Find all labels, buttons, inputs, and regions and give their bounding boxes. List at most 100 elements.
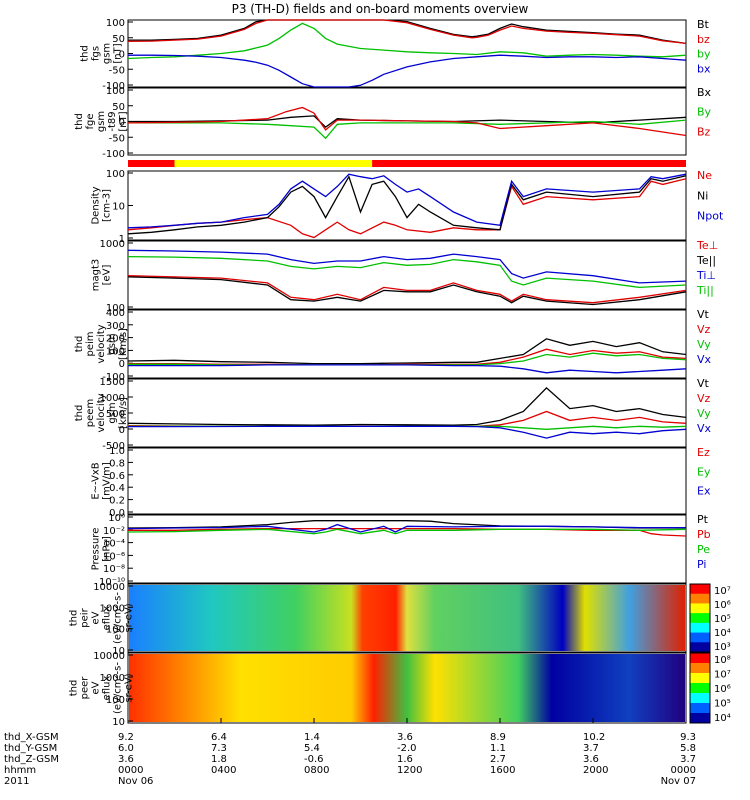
y-tick-label: 100 (106, 346, 125, 357)
x-column-value: 3.6 (583, 754, 599, 765)
y-tick-label: 100 (106, 169, 125, 180)
legend-entry: Vy (697, 338, 711, 351)
colorbar-swatch-6 (690, 642, 710, 653)
panel-frame (127, 447, 687, 515)
y-axis-label: thdpeireVeflux(eV/cm²-s-sr-eV) (69, 592, 135, 644)
y-axis-label-line: peer (80, 676, 91, 700)
x-column-value: 6.4 (211, 732, 227, 743)
panel-9: 10⁷ 10⁶ 10⁵ 10⁴ 10³ 10000 1000 100 10 thdpeireVef… (69, 582, 731, 657)
colorbar-swatch-2 (690, 603, 710, 614)
legend-entry: Bt (697, 18, 710, 31)
y-axis-label-line: [km/s] (118, 397, 129, 429)
series-line-ti (127, 255, 687, 289)
legend-entry: bz (697, 33, 710, 46)
y-tick-label: 0 (119, 359, 125, 370)
y-tick-label: 10⁰ (108, 513, 125, 524)
chart-title: P3 (TH-D) fields and on-board moments ov… (232, 2, 529, 16)
y-axis-label: thdpeimvelocitygsm[km/s] (74, 324, 129, 363)
series-line-ni (127, 175, 687, 235)
panel-3: 100 10 1 Density[cm-3] Ne Ni Npot (91, 169, 724, 245)
panels-group: 100500-50-100thdfgsgsm[nT]Btbzbybx100500… (69, 18, 731, 728)
panel-6: 1500 1000 500 0 -500 thdpeemvelocitygsm[km/s]… (74, 377, 712, 452)
y-axis-label: thdpeemvelocitygsm[km/s] (74, 393, 129, 432)
y-axis-label-line: sr-eV) (124, 603, 135, 632)
y-tick-label: 100 (106, 18, 125, 29)
y-axis-label-line: gsm (96, 111, 107, 132)
x-column-value: 3.6 (397, 732, 413, 743)
y-axis-label: thdfgsgsm[nT] (80, 43, 124, 64)
y-axis-label-line: thd (69, 610, 80, 627)
y-axis-label-line: gsm (107, 333, 118, 354)
legend-entry: Vx (697, 422, 712, 435)
series-line-by (128, 119, 687, 140)
x-column-value: 2.7 (490, 754, 506, 765)
y-axis-label: thdfgegsm-t89[nT] (74, 111, 129, 132)
colorbar-frame (689, 583, 711, 653)
heatmap-field (129, 585, 685, 651)
y-axis-label-line: eflux (102, 606, 113, 631)
colorbar-swatch-3 (690, 613, 710, 624)
x-column-value: 9.2 (118, 732, 134, 743)
x-column-value: 1.4 (304, 732, 320, 743)
x-column-value: 2000 (583, 765, 608, 776)
series-line-bt (128, 19, 687, 45)
legend-entry: Bz (697, 125, 711, 138)
y-tick-label: 0 (119, 50, 125, 61)
y-axis-label-line: velocity (96, 393, 107, 432)
x-row-label: thd_Y-GSM (4, 743, 57, 754)
colorbar: 10⁷ 10⁶ 10⁵ 10⁴ 10³ (689, 583, 731, 653)
y-tick-label: 0.4 (109, 483, 125, 494)
y-axis-label-line: gsm (107, 402, 118, 423)
y-tick-label: -100 (102, 372, 125, 383)
legend-entry: bx (697, 62, 711, 75)
legend-entry: Ex (697, 485, 711, 498)
legend-entry: Pt (697, 513, 709, 526)
colorbar-swatch-1 (690, 593, 710, 604)
colorbar-swatch-2 (690, 673, 710, 684)
x-column-value: 0000 (118, 765, 143, 776)
y-axis-label-line: [cm-3] (102, 189, 113, 222)
y-tick-label: 10000 (93, 582, 125, 593)
panel-frame (127, 378, 687, 448)
series-line-npot (127, 173, 687, 229)
legend-entry: Ez (697, 446, 710, 459)
colorbar-tick-label: 10⁵ (714, 614, 731, 625)
y-axis-label-line: fge (85, 113, 96, 129)
colorbar-tick-label: 10⁶ (714, 600, 731, 611)
x-column-value: 1.8 (211, 754, 227, 765)
panel-8: 10⁰ 10⁻² 10⁻⁴10⁻⁶ 10⁻⁸ 10⁻¹⁰ Pressure[nPa] Pt P… (91, 513, 711, 588)
y-tick-label: 50 (112, 34, 125, 45)
y-tick-label: 0.0 (109, 508, 125, 519)
y-tick-label: -100 (102, 81, 125, 92)
y-tick-label: 1 (119, 234, 125, 245)
y-axis-label-line: peim (85, 331, 96, 356)
series-line-ne (127, 178, 687, 239)
y-tick-label: 10⁻⁶ (103, 551, 125, 562)
y-tick-label: 500 (106, 409, 125, 420)
y-tick-label: 100 (106, 303, 125, 314)
series-line-bz (127, 106, 687, 137)
series-line-te (127, 275, 687, 304)
colorbar: 10⁸ 10⁷ 10⁶ 10⁵ 10⁴ (689, 652, 731, 724)
x-axis-annotation: thd_X-GSMthd_Y-GSMthd_Z-GSMhhmm20119.26.… (4, 718, 696, 787)
colorbar-swatch-4 (690, 622, 710, 634)
x-column-value: 0000 (671, 765, 696, 776)
x-column-value: 9.3 (680, 732, 696, 743)
colorbar-swatch-5 (690, 703, 710, 714)
colorbar-swatch-5 (690, 632, 710, 643)
legend-entry: Vy (697, 407, 711, 420)
y-tick-label: 300 (106, 321, 125, 332)
x-column-value: 1.1 (490, 743, 506, 754)
colorbar-swatch-0 (690, 584, 710, 595)
x-row-label: 2011 (4, 776, 29, 787)
y-tick-label: 50 (112, 102, 125, 113)
panel-7: 1.00.8 0.60.4 0.20.0 E~-VxB[mV/m] Ez Ey Ex (91, 446, 711, 519)
series-line-by (127, 22, 687, 60)
y-tick-label: 0.8 (109, 458, 125, 469)
legend-entry: Pi (697, 558, 706, 571)
legend-entry: Ey (697, 465, 711, 478)
y-tick-label: 1.0 (109, 446, 125, 457)
x-row-label: thd_X-GSM (4, 732, 59, 743)
